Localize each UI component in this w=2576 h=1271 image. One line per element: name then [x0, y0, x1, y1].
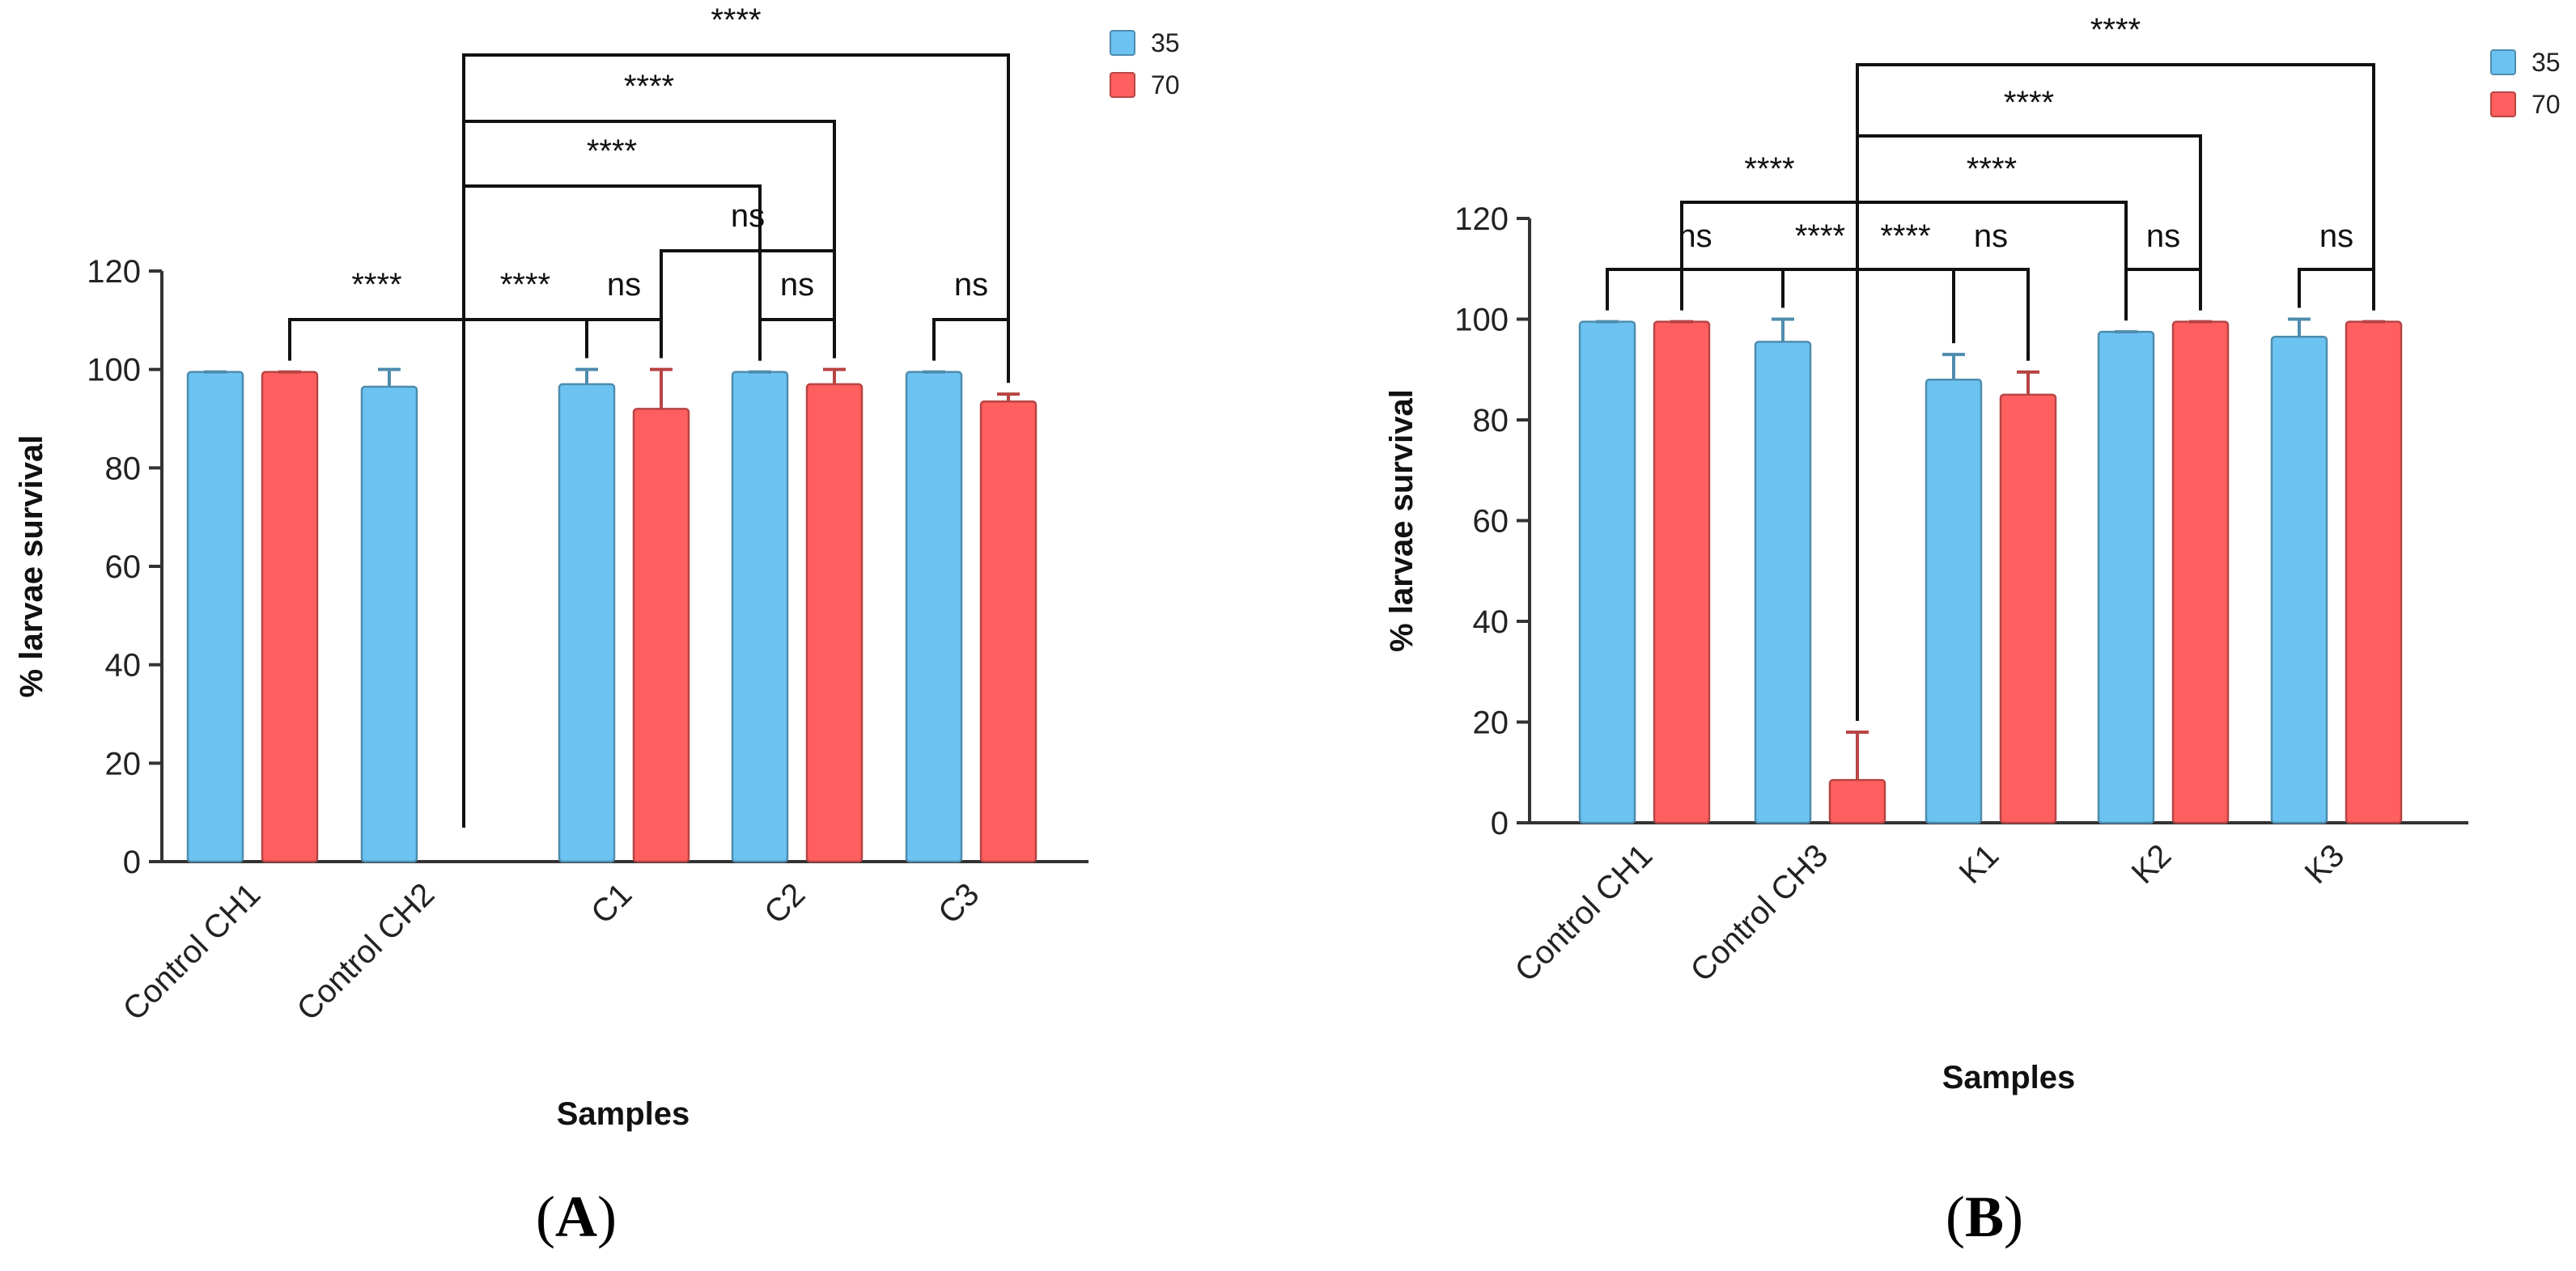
- y-tick-label: 20: [105, 746, 142, 782]
- significance-bracket: [758, 318, 836, 361]
- x-axis-title: Samples: [557, 1096, 690, 1132]
- significance-label: ****: [1880, 218, 1930, 254]
- bar-35-k1: [1925, 378, 1983, 824]
- y-tick-label: 0: [1491, 806, 1509, 841]
- panel-label: (A): [536, 1184, 617, 1249]
- significance-label: ns: [2146, 218, 2180, 254]
- significance-label: ****: [2090, 12, 2141, 48]
- bar-35-k3: [2270, 336, 2328, 824]
- significance-bracket: [1856, 63, 2375, 721]
- bar-35-control-ch1: [186, 371, 244, 863]
- bar-70-control-ch1: [1653, 320, 1711, 824]
- legend-label: 35: [2531, 48, 2561, 77]
- y-tick-label: 40: [105, 648, 142, 684]
- x-category-label: Control CH1: [1509, 837, 1660, 989]
- bar-70-c1: [632, 408, 690, 863]
- x-category-label: K2: [2125, 837, 2179, 891]
- bar-70-control-ch3: [1828, 778, 1886, 824]
- y-axis-title: % larvae survival: [14, 435, 49, 698]
- y-tick-label: 100: [87, 353, 141, 388]
- y-tick-label: 80: [105, 451, 142, 486]
- x-category-label: C1: [584, 876, 639, 930]
- bar-70-k2: [2171, 320, 2230, 824]
- y-axis-title: % larvae survival: [1384, 389, 1420, 652]
- y-tick-label: 60: [105, 549, 142, 585]
- y-tick-label: 40: [1473, 604, 1509, 640]
- x-category-label: Control CH2: [291, 876, 442, 1027]
- significance-label: ****: [500, 267, 550, 303]
- significance-label: ****: [711, 2, 761, 38]
- significance-label: ns: [1974, 218, 2008, 254]
- significance-bracket: [2124, 268, 2202, 321]
- significance-bracket: [462, 53, 1010, 828]
- significance-label: ****: [587, 133, 637, 169]
- significance-label: ****: [351, 267, 401, 303]
- panel-label: (B): [1946, 1184, 2023, 1249]
- significance-bracket: [1606, 268, 1785, 311]
- significance-label: ****: [1795, 218, 1845, 254]
- x-category-label: K3: [2298, 837, 2352, 891]
- bar-35-control-ch2: [360, 385, 418, 863]
- legend-label: 70: [2531, 90, 2561, 119]
- legend-label: 70: [1151, 70, 1180, 100]
- bar-70-k3: [2345, 320, 2403, 824]
- y-tick-label: 120: [1454, 201, 1509, 237]
- significance-bracket: [1856, 201, 2128, 721]
- significance-label: ns: [607, 267, 641, 303]
- legend-swatch-70: [1110, 72, 1135, 98]
- y-tick-label: 0: [123, 845, 141, 880]
- bar-35-k2: [2097, 330, 2155, 824]
- legend-swatch-70: [2490, 91, 2516, 117]
- significance-bracket: [2298, 268, 2375, 311]
- x-axis-title: Samples: [1942, 1060, 2076, 1095]
- significance-label: ****: [624, 69, 674, 104]
- y-tick-label: 20: [1473, 705, 1509, 741]
- y-tick-label: 60: [1473, 504, 1509, 540]
- significance-label: ****: [1744, 151, 1794, 187]
- significance-label: ns: [2319, 218, 2353, 254]
- x-category-label: C2: [758, 876, 812, 930]
- significance-label: ns: [954, 267, 988, 303]
- bar-35-control-ch1: [1578, 320, 1636, 824]
- bar-35-c2: [731, 371, 789, 863]
- chart-panel-a: 0 20 40 60 80 100 120 % larvae survival Samples C…: [14, 2, 1180, 1249]
- y-tick-label: 100: [1454, 303, 1509, 338]
- significance-label: ns: [780, 267, 814, 303]
- significance-bracket: [1952, 268, 2030, 361]
- bar-70-k1: [1999, 393, 2057, 824]
- y-tick-label: 80: [1473, 403, 1509, 438]
- significance-label: ****: [2004, 85, 2054, 121]
- bar-70-c3: [979, 400, 1038, 863]
- significance-bracket: [585, 318, 663, 358]
- bar-35-c3: [905, 371, 963, 863]
- bar-70-c2: [805, 383, 864, 863]
- bar-70-control-ch1: [261, 371, 319, 863]
- bar-35-c1: [558, 383, 616, 863]
- bar-35-control-ch3: [1754, 341, 1812, 824]
- legend-label: 35: [1151, 28, 1180, 57]
- legend-swatch-35: [1110, 30, 1135, 56]
- x-category-label: Control CH1: [117, 876, 268, 1027]
- chart-panel-b: 0 20 40 60 80 100 120 % larvae survival Samples C…: [1384, 12, 2561, 1249]
- x-category-label: K1: [1953, 837, 2006, 891]
- x-category-label: C3: [932, 876, 986, 930]
- significance-label: ****: [1967, 151, 2017, 187]
- y-tick-label: 120: [87, 254, 141, 290]
- significance-label: ns: [1678, 218, 1712, 254]
- x-category-label: Control CH3: [1684, 837, 1835, 989]
- legend-swatch-35: [2490, 49, 2516, 75]
